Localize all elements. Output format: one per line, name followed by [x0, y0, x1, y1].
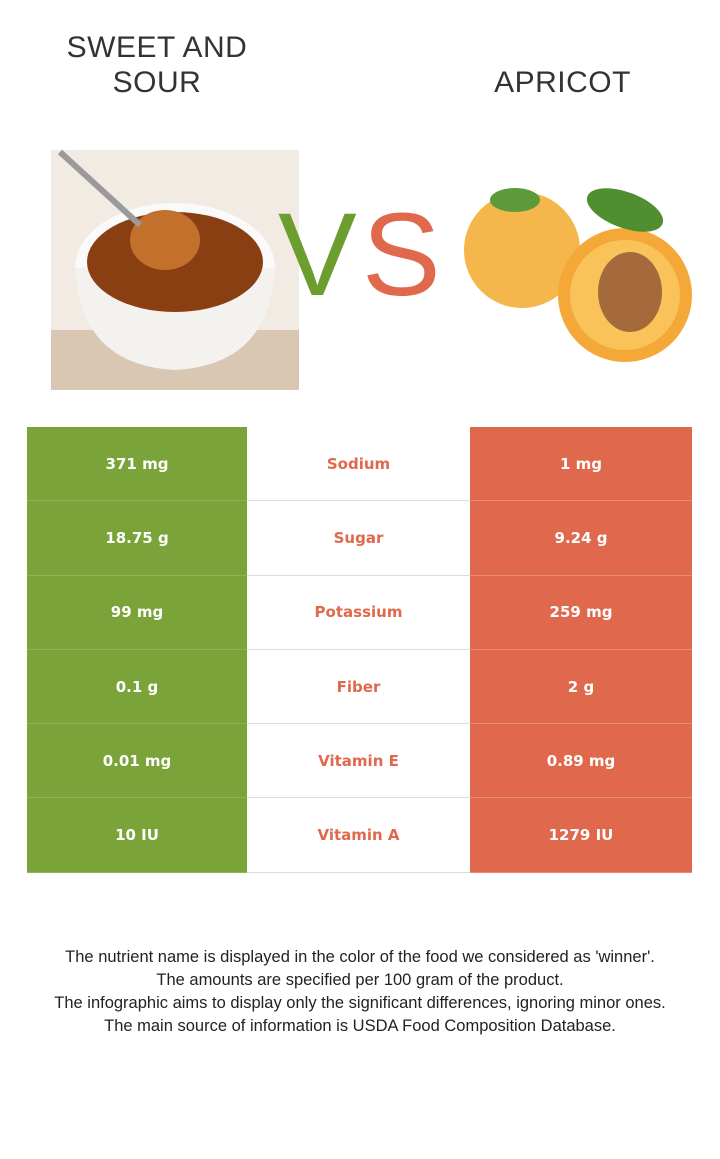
right-food-title: APRICOT [494, 66, 631, 99]
left-value: 0.01 mg [27, 724, 247, 799]
table-row: 99 mg Potassium 259 mg [27, 575, 692, 650]
footnote-line: The nutrient name is displayed in the co… [65, 948, 655, 966]
footnote-line: The infographic aims to display only the… [54, 994, 666, 1012]
right-value: 1279 IU [470, 798, 692, 873]
left-value: 99 mg [27, 575, 247, 650]
table-row: 371 mg Sodium 1 mg [27, 427, 692, 502]
food-images [51, 149, 692, 390]
spoon [130, 210, 200, 270]
right-value: 9.24 g [470, 501, 692, 576]
table-row: 18.75 g Sugar 9.24 g [27, 501, 692, 576]
footnote: The nutrient name is displayed in the co… [25, 946, 695, 1038]
left-value: 371 mg [27, 427, 247, 502]
right-value: 1 mg [470, 427, 692, 502]
right-value: 0.89 mg [470, 724, 692, 799]
vs-s: S [362, 189, 441, 321]
left-value: 18.75 g [27, 501, 247, 576]
leaf [490, 188, 540, 212]
nutrient-name: Sodium [247, 427, 470, 502]
nutrient-name: Fiber [247, 650, 470, 725]
vs-v: V [278, 189, 357, 321]
table-row: 0.01 mg Vitamin E 0.89 mg [27, 724, 692, 799]
spoon-handle [57, 149, 143, 228]
left-value: 0.1 g [27, 649, 247, 725]
nutrient-name: Vitamin E [247, 724, 470, 799]
table-row: 0.1 g Fiber 2 g [27, 649, 692, 725]
footnote-line: The amounts are specified per 100 gram o… [156, 971, 564, 989]
left-food-title: SWEET AND SOUR [66, 31, 248, 99]
nutrient-name: Vitamin A [247, 798, 470, 873]
apricot-whole [464, 192, 580, 308]
nutrient-name: Sugar [247, 501, 470, 576]
leaf [586, 188, 664, 232]
nutrient-name: Potassium [247, 576, 470, 650]
right-value: 259 mg [470, 575, 692, 650]
table-row: 10 IU Vitamin A 1279 IU [27, 798, 692, 873]
footnote-line: The main source of information is USDA F… [104, 1017, 616, 1035]
apricot-pit [598, 252, 662, 332]
right-value: 2 g [470, 649, 692, 725]
comparison-table: 371 mg Sodium 1 mg 18.75 g Sugar 9.24 g 99 mg P… [27, 427, 692, 873]
left-value: 10 IU [27, 798, 247, 873]
